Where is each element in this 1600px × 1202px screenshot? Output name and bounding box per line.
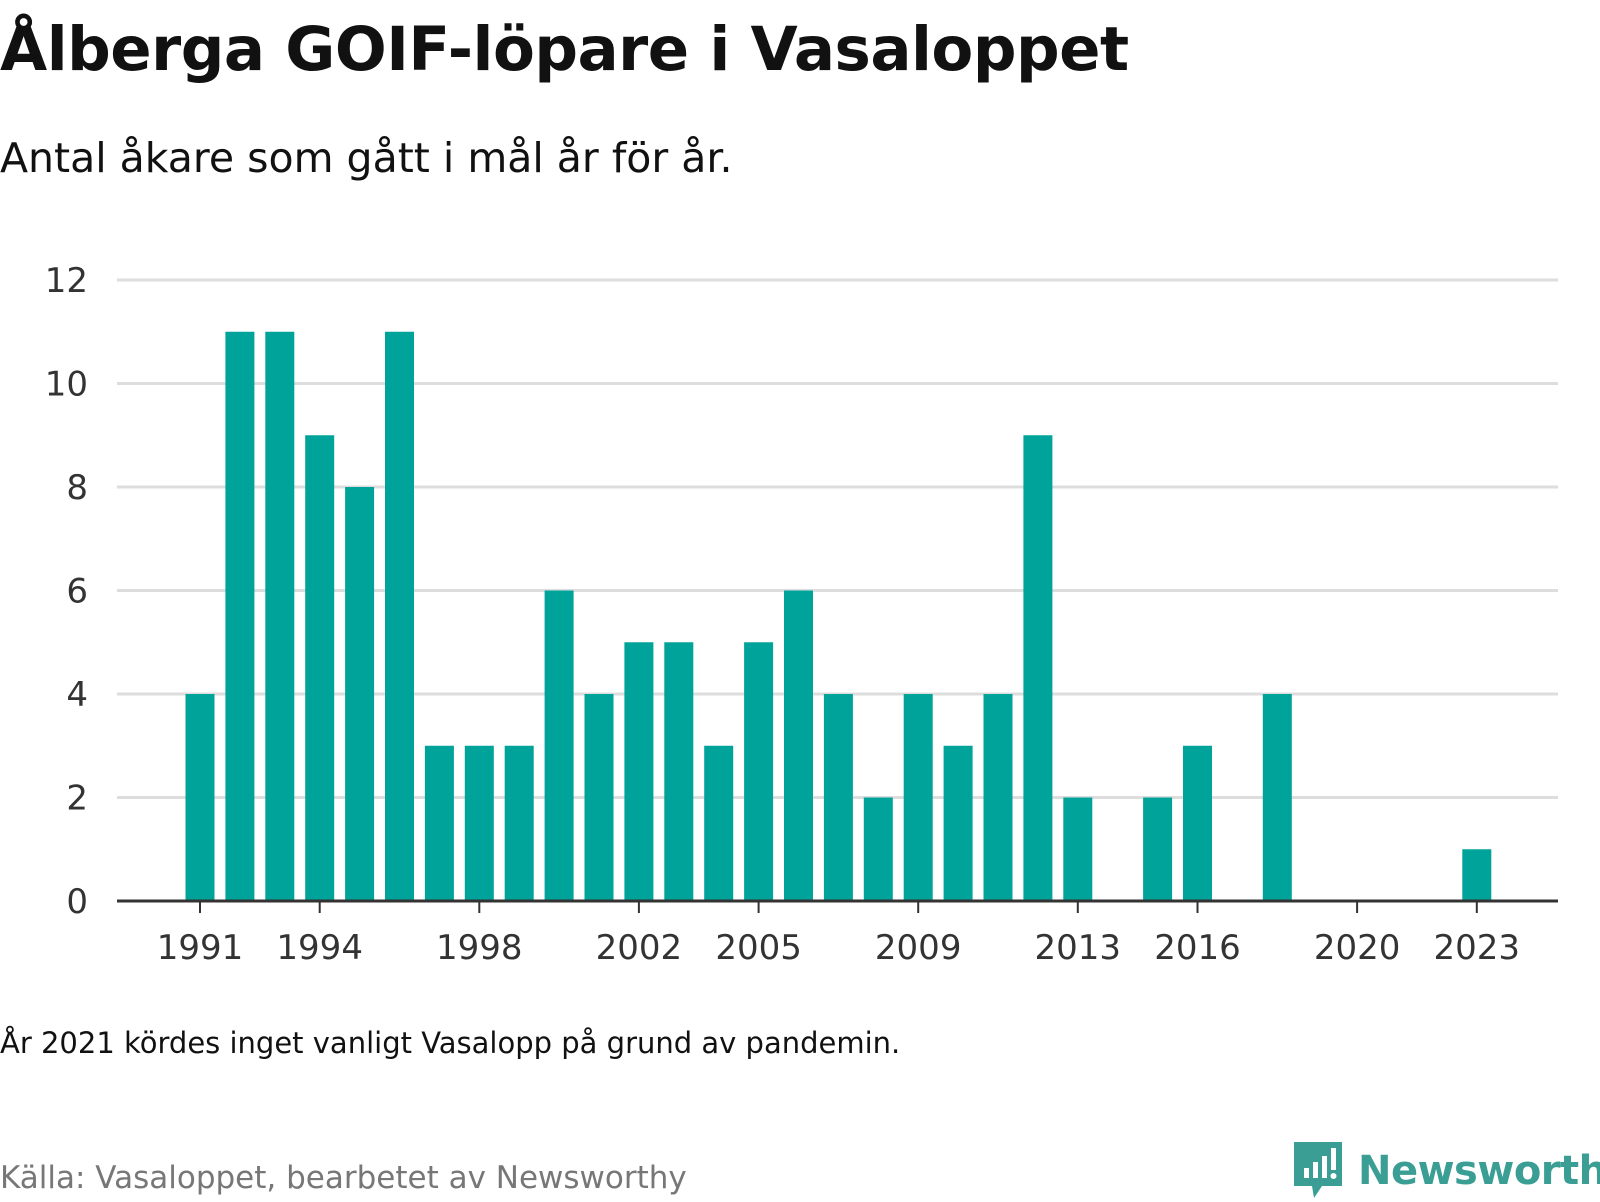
- bar-2010: [943, 745, 973, 901]
- bar-2008: [863, 797, 893, 901]
- bar-2012: [1023, 435, 1053, 901]
- bar-2002: [624, 642, 654, 901]
- x-tick-label: 1991: [157, 928, 244, 968]
- y-tick-label: 10: [45, 365, 88, 405]
- newsworthy-logo-icon: [1294, 1142, 1342, 1198]
- y-tick-label: 8: [66, 468, 88, 508]
- bar-2000: [544, 590, 574, 901]
- x-tick-label: 2013: [1035, 928, 1122, 968]
- bar-2007: [823, 694, 853, 901]
- bar-2013: [1063, 797, 1093, 901]
- bar-2001: [584, 694, 614, 901]
- y-tick-label: 4: [66, 675, 88, 715]
- chart-subtitle: Antal åkare som gått i mål år för år.: [0, 134, 733, 182]
- brand-name: Newsworthy: [1358, 1148, 1600, 1194]
- x-tick-label: 2005: [715, 928, 802, 968]
- bar-2006: [784, 590, 813, 901]
- bar-1991: [185, 694, 215, 901]
- bar-1998: [464, 745, 494, 901]
- axes: 0 2 4 6 8 10 12 1991 1994 1998 2002 2005 2009 2013 201…: [45, 261, 1558, 968]
- bar-2005: [744, 642, 774, 901]
- chart-footnote: År 2021 kördes inget vanligt Vasalopp på…: [0, 1026, 901, 1060]
- x-tick-label: 2016: [1154, 928, 1241, 968]
- bar-2018: [1262, 694, 1292, 901]
- y-tick-label: 0: [66, 882, 88, 922]
- bar-1996: [385, 331, 414, 901]
- bar-1992: [225, 331, 255, 901]
- x-tick-label: 2009: [875, 928, 962, 968]
- bar-2009: [903, 694, 933, 901]
- bar-chart: 0 2 4 6 8 10 12 1991 1994 1998 2002 2005 2009 2013 201…: [45, 261, 1558, 968]
- y-tick-label: 2: [66, 779, 88, 819]
- x-tick-label: 1998: [436, 928, 523, 968]
- bar-2015: [1143, 797, 1173, 901]
- chart-title: Ålberga GOIF-löpare i Vasaloppet: [0, 14, 1129, 85]
- bar-2004: [704, 745, 734, 901]
- bars: [185, 331, 1492, 901]
- bar-2011: [983, 694, 1013, 901]
- brand-logo: Newsworthy: [1292, 1140, 1600, 1202]
- bar-1993: [265, 331, 295, 901]
- bar-1999: [504, 745, 534, 901]
- y-tick-label: 12: [45, 261, 88, 301]
- chart-area: 0 2 4 6 8 10 12 1991 1994 1998 2002 2005 2009 2013 201…: [0, 240, 1600, 980]
- bar-1997: [424, 745, 454, 901]
- x-tick-label: 2023: [1434, 928, 1521, 968]
- x-tick-label: 2002: [596, 928, 683, 968]
- bar-2023: [1462, 849, 1492, 901]
- bar-1995: [345, 487, 375, 901]
- y-tick-label: 6: [66, 572, 88, 612]
- bar-1994: [305, 435, 335, 901]
- bar-2003: [664, 642, 694, 901]
- x-tick-label: 1994: [276, 928, 363, 968]
- source-credit: Källa: Vasaloppet, bearbetet av Newswort…: [0, 1160, 687, 1196]
- bar-2016: [1183, 745, 1212, 901]
- x-tick-label: 2020: [1314, 928, 1401, 968]
